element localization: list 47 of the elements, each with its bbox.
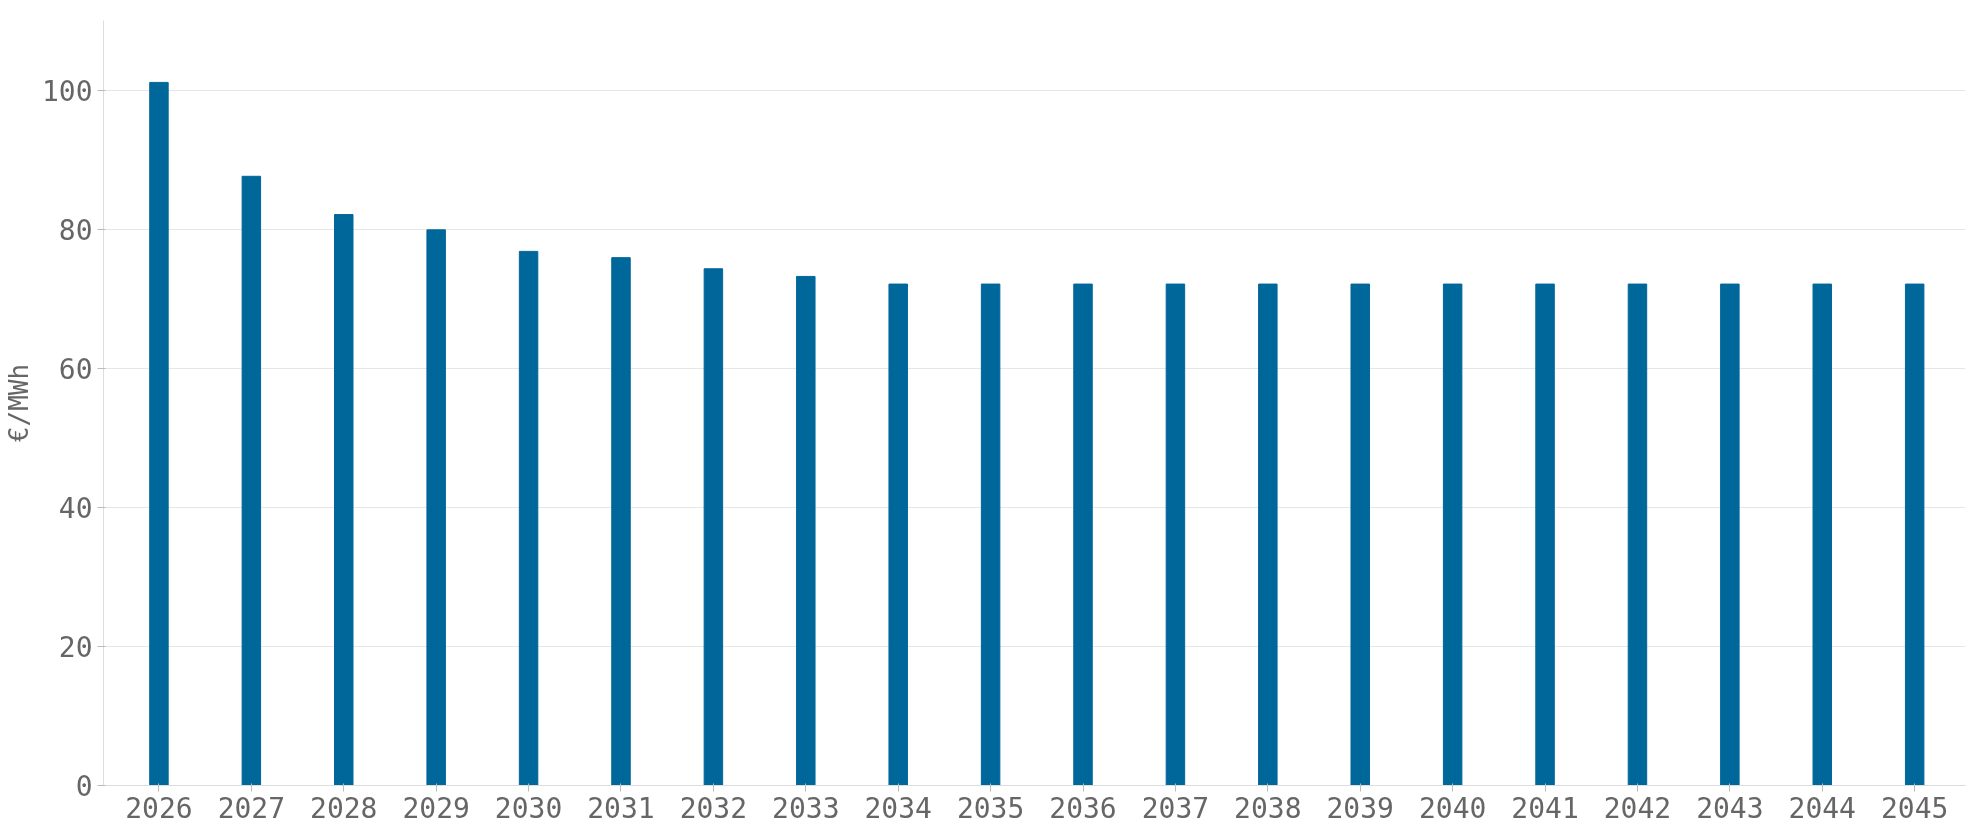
bar	[1535, 283, 1555, 786]
bar	[241, 175, 262, 786]
bar	[1073, 283, 1093, 786]
bar	[1165, 283, 1186, 786]
x-tick-label: 2030	[494, 791, 563, 825]
bar	[1258, 283, 1278, 786]
x-tick-label: 2038	[1234, 791, 1302, 825]
x-tick-label: 2027	[217, 791, 286, 825]
bar	[1627, 283, 1648, 786]
x-tick-label: 2029	[402, 791, 470, 825]
bar	[426, 229, 446, 786]
x-tick-label: 2034	[864, 791, 932, 825]
x-tick-label: 2035	[956, 791, 1025, 825]
x-tick-label: 2039	[1326, 791, 1394, 825]
x-tick-label: 2044	[1788, 791, 1856, 825]
bar	[703, 268, 724, 786]
bar	[1350, 283, 1370, 786]
x-tick-label: 2036	[1049, 791, 1117, 825]
bar	[888, 283, 908, 786]
x-tick-label: 2033	[772, 791, 840, 825]
x-tick-label: 2042	[1603, 791, 1672, 825]
y-tick-label: 80	[58, 213, 93, 247]
x-tick-label: 2032	[679, 791, 748, 825]
y-tick-label: 100	[41, 74, 93, 108]
bar	[334, 214, 354, 786]
x-tick-label: 2031	[587, 791, 655, 825]
x-tick-label: 2043	[1696, 791, 1764, 825]
x-tick-label: 2041	[1511, 791, 1579, 825]
x-tick-label: 2026	[125, 791, 193, 825]
bar	[1720, 283, 1740, 786]
bar	[1812, 283, 1833, 786]
bar	[1904, 283, 1925, 786]
x-tick-label: 2037	[1141, 791, 1210, 825]
x-tick-label: 2045	[1880, 791, 1949, 825]
bar	[796, 275, 816, 786]
bar	[149, 81, 169, 786]
bar	[980, 283, 1001, 786]
bar	[518, 250, 539, 786]
y-tick-label: 0	[75, 770, 93, 803]
x-tick-label: 2028	[310, 791, 378, 825]
bar	[611, 257, 631, 786]
y-axis-title: €/MWh	[3, 363, 34, 443]
bar	[1442, 283, 1463, 786]
y-tick-label: 60	[58, 352, 93, 386]
y-tick-label: 40	[58, 491, 93, 525]
x-tick-label: 2040	[1418, 791, 1487, 825]
y-tick-label: 20	[58, 630, 93, 664]
